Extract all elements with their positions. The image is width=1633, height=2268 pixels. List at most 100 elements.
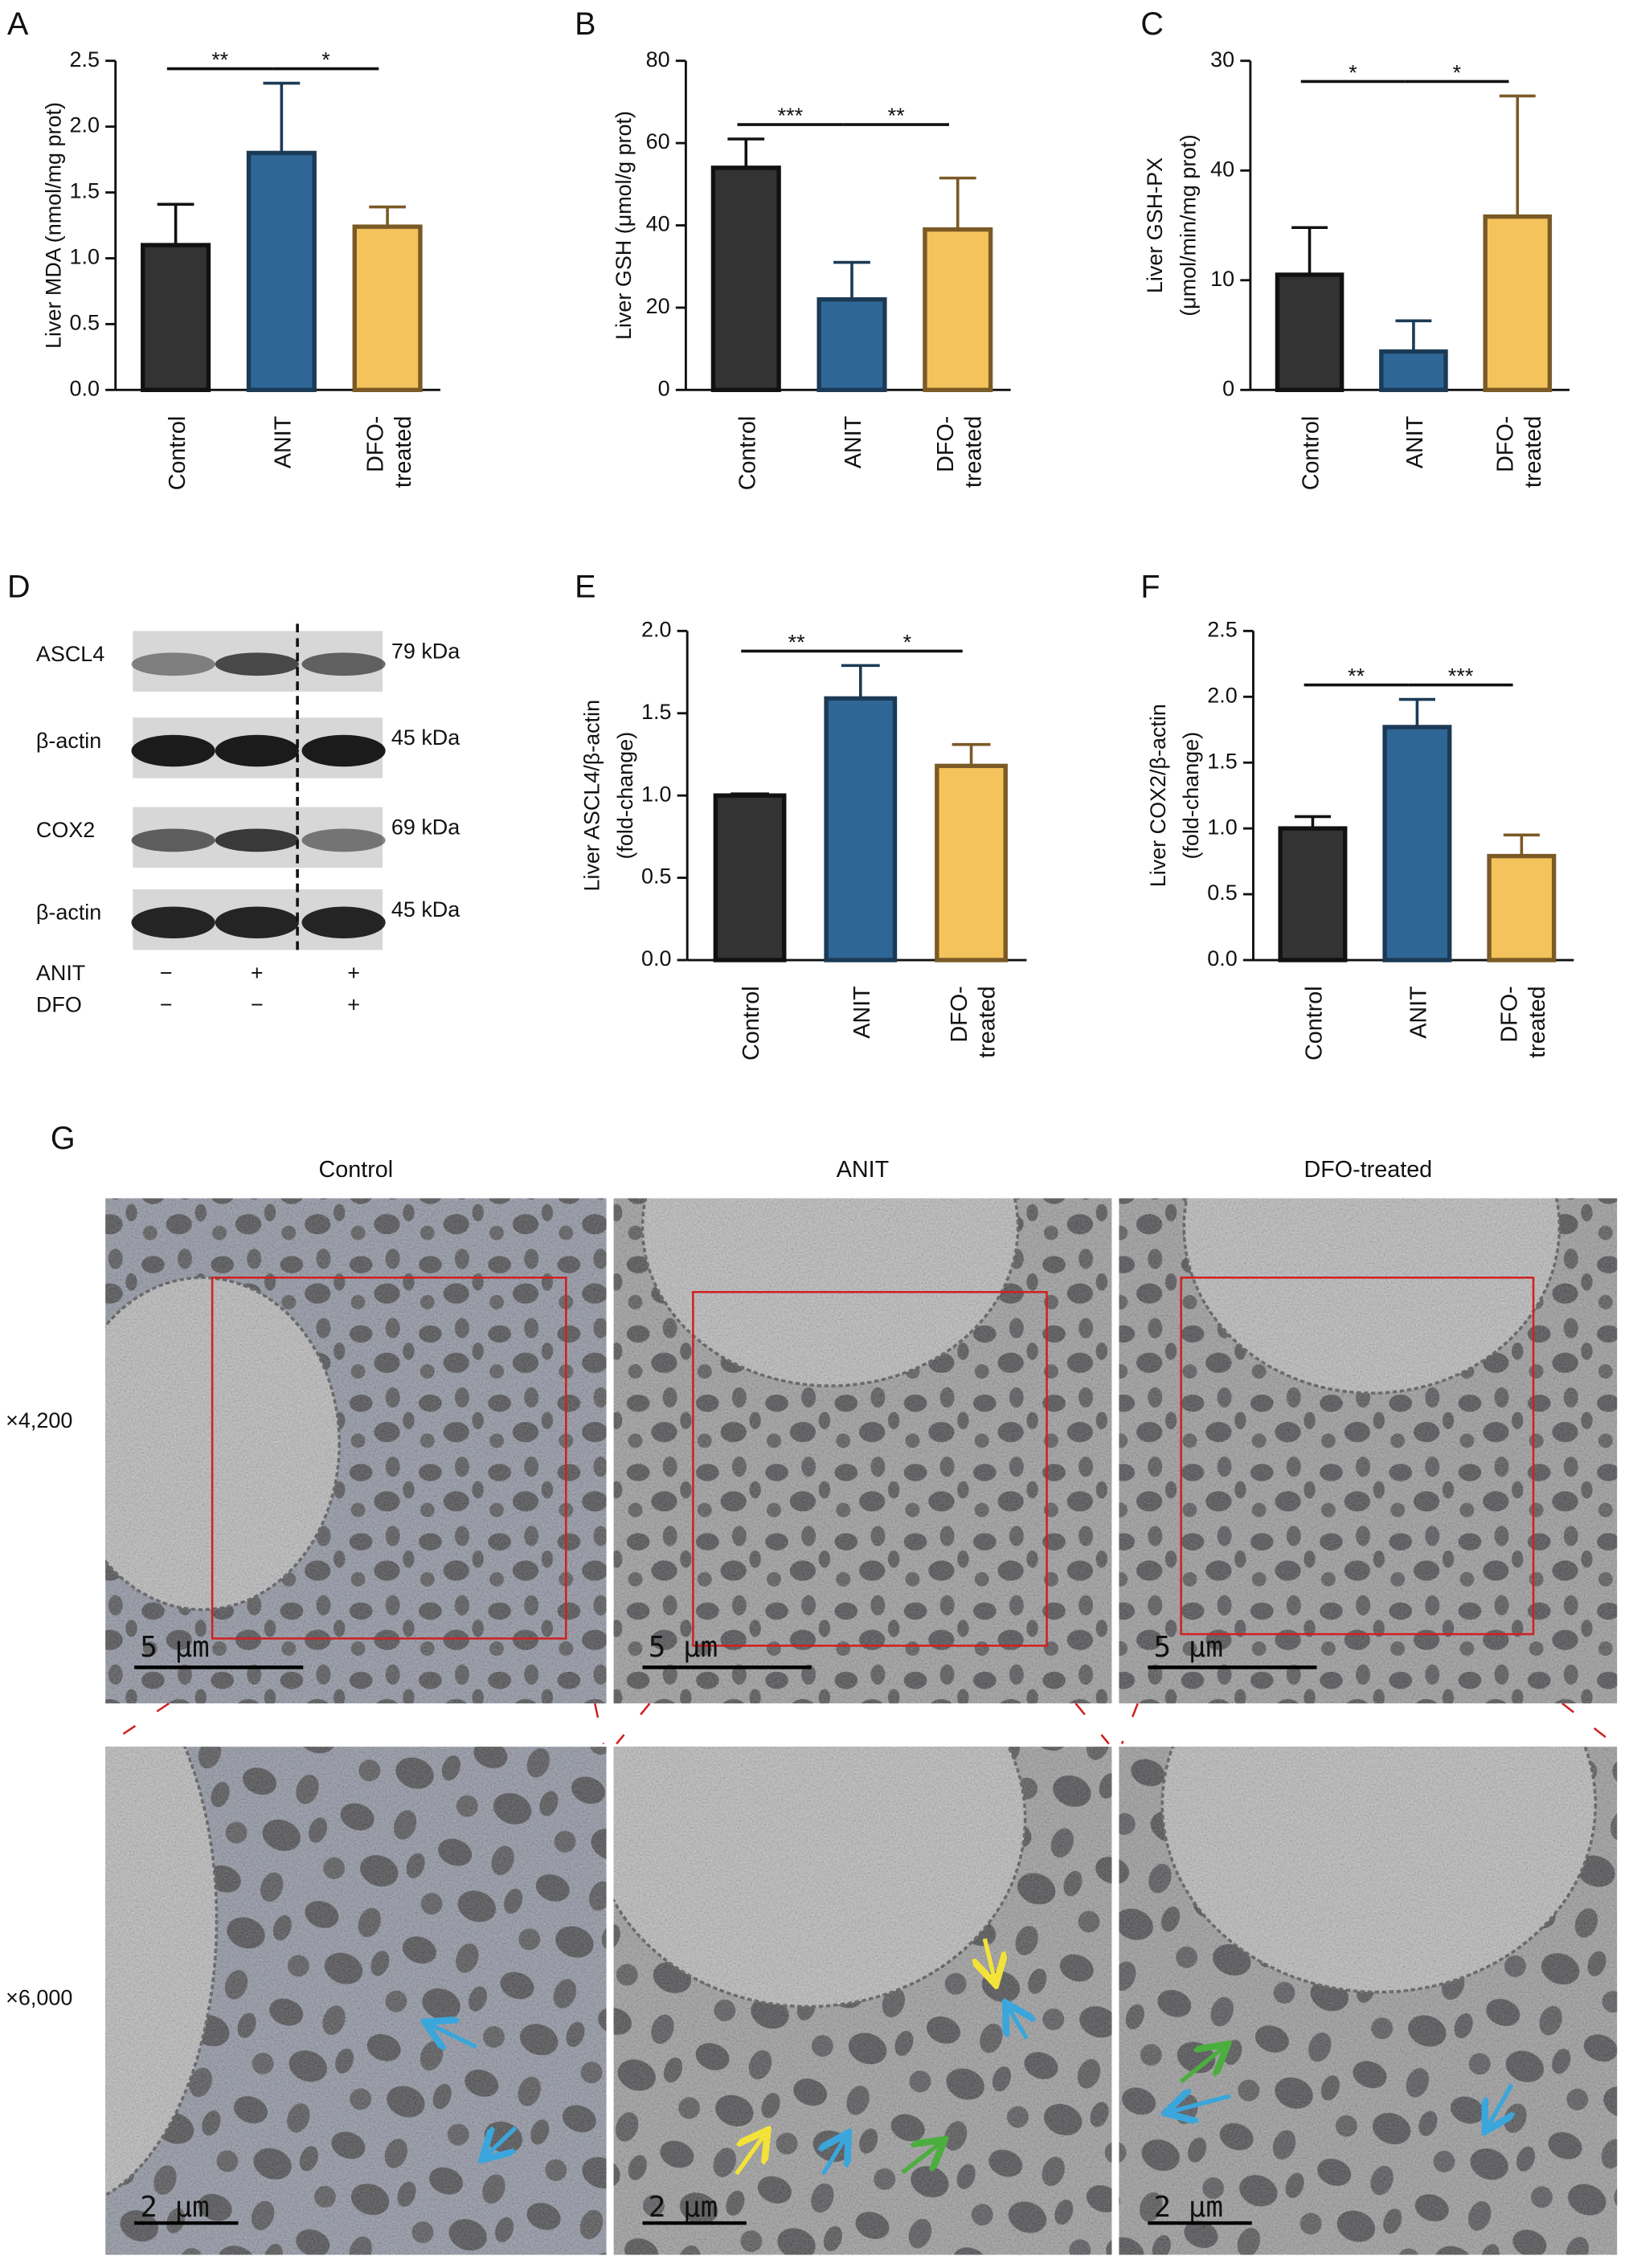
zoom-line bbox=[616, 1702, 651, 1745]
arrow bbox=[485, 2127, 518, 2156]
blot-band bbox=[131, 906, 215, 939]
x-tick-label: DFO-treated bbox=[1492, 416, 1545, 488]
treatment-label: ANIT bbox=[36, 961, 85, 985]
y-axis-label: Liver GSH (μmol/g prot) bbox=[612, 111, 636, 340]
x-tick-label: DFO-treated bbox=[1496, 986, 1549, 1057]
bar bbox=[1382, 725, 1452, 962]
zoom-line bbox=[1561, 1702, 1615, 1745]
arrow bbox=[1488, 2083, 1512, 2128]
y-tick-label: 1.0 bbox=[641, 782, 671, 806]
grain bbox=[1119, 1747, 1618, 2255]
y-tick-label: 1.0 bbox=[1207, 815, 1237, 839]
zoom-box bbox=[1180, 1277, 1535, 1636]
y-axis-label: Liver GSH-PX bbox=[1143, 157, 1167, 293]
protein-label: β-actin bbox=[36, 729, 101, 753]
protein-label: ASCL4 bbox=[36, 642, 104, 666]
y-tick-label: 0 bbox=[1222, 376, 1234, 400]
treatment-sign: − bbox=[251, 993, 264, 1017]
y-tick-label: 0.5 bbox=[641, 864, 671, 889]
significance-label: * bbox=[903, 631, 912, 655]
panel-label: A bbox=[7, 6, 29, 42]
treatment-sign: + bbox=[251, 961, 264, 985]
annotation-arrows bbox=[429, 1938, 1512, 2176]
protein-label: COX2 bbox=[36, 818, 95, 842]
y-tick-label: 2.0 bbox=[641, 617, 671, 641]
y-tick-label: 0.0 bbox=[70, 376, 100, 400]
y-axis-label: Liver COX2/β-actin bbox=[1146, 704, 1170, 887]
blot-band bbox=[131, 734, 215, 767]
y-tick-label: 2.0 bbox=[1207, 683, 1237, 707]
micrograph bbox=[613, 1198, 1112, 1704]
bar bbox=[1487, 853, 1557, 962]
blot-band bbox=[215, 906, 299, 939]
x-tick-label: Control bbox=[165, 416, 190, 491]
x-tick-label: Control bbox=[735, 416, 760, 491]
micrograph bbox=[105, 1747, 607, 2255]
blot-band bbox=[215, 734, 299, 767]
significance-label: ** bbox=[1348, 664, 1365, 689]
significance-label: * bbox=[1453, 61, 1462, 85]
treatment-sign: − bbox=[160, 961, 173, 985]
grain bbox=[1119, 1198, 1618, 1704]
y-tick-label: 1.5 bbox=[641, 700, 671, 724]
arrow bbox=[1008, 2007, 1026, 2040]
grain bbox=[613, 1747, 1112, 2255]
significance-label: * bbox=[1349, 61, 1357, 85]
y-tick-label: 2.5 bbox=[70, 47, 100, 72]
blot-band bbox=[215, 828, 299, 852]
column-title: DFO-treated bbox=[1304, 1157, 1432, 1183]
scale-bar-label: 2 μm bbox=[649, 2191, 718, 2224]
x-tick-label: DFO-treated bbox=[362, 416, 415, 488]
significance-label: ** bbox=[211, 48, 228, 72]
blot-band bbox=[301, 652, 386, 676]
grain bbox=[105, 1747, 607, 2255]
row-label: ×4,200 bbox=[6, 1408, 72, 1432]
treatment-sign: + bbox=[347, 961, 360, 985]
zoom-line bbox=[1074, 1702, 1110, 1745]
x-tick-label: ANIT bbox=[271, 416, 297, 468]
scale-bar-label: 5 μm bbox=[649, 1631, 718, 1664]
blot-band bbox=[215, 652, 299, 676]
grain bbox=[105, 1198, 607, 1704]
y-tick-label: 1.5 bbox=[70, 179, 100, 203]
y-axis-label: Liver MDA (nmol/mg prot) bbox=[41, 102, 65, 349]
x-tick-label: ANIT bbox=[841, 416, 866, 468]
scale-bar-label: 2 μm bbox=[140, 2191, 210, 2224]
significance-label: ** bbox=[788, 631, 805, 655]
y-axis-label: (fold-change) bbox=[1179, 732, 1203, 860]
y-tick-label: 10 bbox=[1210, 267, 1234, 291]
size-label: 45 kDa bbox=[391, 897, 460, 922]
panel-label: D bbox=[7, 570, 31, 605]
bar bbox=[923, 227, 993, 393]
blot-band bbox=[301, 734, 386, 767]
y-tick-label: 2.0 bbox=[70, 113, 100, 137]
bar bbox=[816, 296, 887, 393]
significance-label: *** bbox=[1448, 664, 1474, 689]
y-tick-label: 0 bbox=[658, 376, 670, 400]
y-tick-label: 2.5 bbox=[1207, 617, 1237, 641]
y-tick-label: 40 bbox=[646, 212, 670, 236]
protein-label: β-actin bbox=[36, 901, 101, 925]
blot-band bbox=[131, 828, 215, 852]
x-tick-label: Control bbox=[739, 986, 764, 1060]
zoom-line bbox=[593, 1703, 605, 1744]
arrow bbox=[823, 2136, 846, 2176]
arrow bbox=[901, 2142, 942, 2175]
zoom-box bbox=[692, 1290, 1048, 1647]
y-axis-label: Liver ASCL4/β-actin bbox=[580, 700, 604, 892]
panel-label: G bbox=[51, 1121, 76, 1156]
bar bbox=[1275, 272, 1344, 393]
arrow bbox=[1179, 2047, 1225, 2084]
bar bbox=[246, 150, 317, 393]
significance-label: ** bbox=[888, 104, 905, 128]
x-tick-label: ANIT bbox=[1402, 416, 1428, 468]
y-axis-label: (μmol/min/mg prot) bbox=[1177, 134, 1201, 317]
bar bbox=[935, 763, 1008, 962]
treatment-sign: + bbox=[347, 993, 360, 1017]
treatment-label: DFO bbox=[36, 993, 82, 1017]
y-tick-label: 0.0 bbox=[641, 946, 671, 971]
x-tick-label: ANIT bbox=[1406, 986, 1432, 1038]
column-title: ANIT bbox=[837, 1157, 889, 1183]
significance-label: *** bbox=[778, 104, 804, 128]
